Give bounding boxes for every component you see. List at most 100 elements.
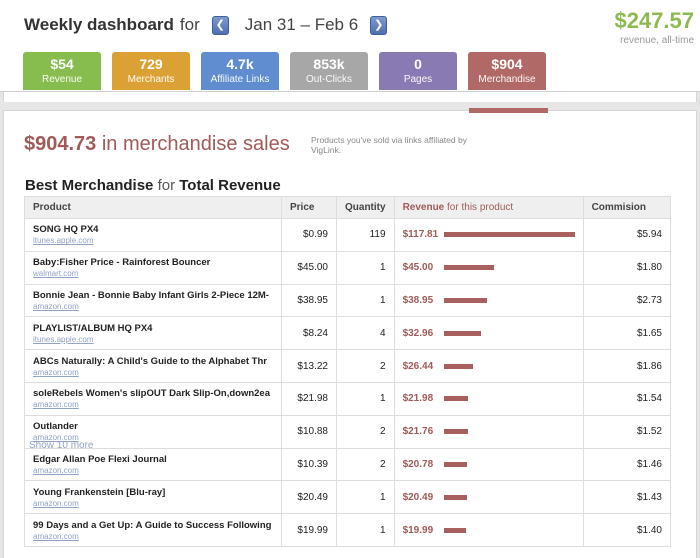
revenue-bar [443,265,494,271]
quantity-cell: 4 [336,316,395,351]
product-name: PLAYLIST/ALBUM HQ PX4 [33,322,153,334]
best-merchandise-title: Best Merchandise for Total Revenue [25,177,281,194]
revenue-bar [443,461,467,467]
product-domain-link[interactable]: amazon.com [33,433,79,443]
product-cell: 99 Days and a Get Up: A Guide to Success… [24,513,282,547]
stat-label: Out-Clicks [305,74,353,85]
product-domain-link[interactable]: amazon.com [33,498,79,508]
revenue-cell: $20.78 [393,447,584,482]
commission-cell: $1.54 [582,381,672,416]
revenue-amount: $45.00 [402,262,434,274]
chevron-right-icon: ❯ [374,18,384,31]
revenue-amount: $20.49 [402,491,434,503]
revenue-cell-content: $19.99 [403,525,575,536]
stat-value: 4.7k [226,56,254,72]
column-revenue-sub: for this product [447,202,514,213]
price-cell: $38.95 [281,283,337,318]
commission-cell: $1.52 [582,414,672,449]
product-name: SONG HQ PX4 [33,224,99,236]
product-domain-link[interactable]: amazon.com [33,400,79,410]
section-title-metric: Total Revenue [179,177,281,194]
revenue-amount: $26.44 [402,360,434,372]
revenue-cell: $19.99 [393,513,584,547]
product-name: Young Frankenstein [Blu-ray] [33,486,166,498]
price-cell: $21.98 [281,381,337,416]
product-name: soleRebels Women's slipOUT Dark Slip-On,… [33,388,270,400]
price-cell: $45.00 [281,250,337,285]
stat-value: 0 [414,56,422,72]
revenue-all-time: $247.57 revenue, all-time [614,8,694,46]
column-revenue-label: Revenue [402,202,445,213]
column-commission[interactable]: Commision [582,196,672,219]
product-cell: Edgar Allan Poe Flexi Journal amazon.com [24,447,282,482]
stat-tab-revenue[interactable]: $54 Revenue [23,52,101,90]
table-row: PLAYLIST/ALBUM HQ PX4 itunes.apple.com $8.… [24,316,672,351]
column-quantity[interactable]: Quantity [336,196,395,219]
column-product[interactable]: Product [24,196,282,219]
merchandise-sales-amount: $904.73 [24,133,97,155]
quantity-cell: 1 [336,480,395,515]
product-cell: ABCs Naturally: A Child's Guide to the A… [24,349,282,383]
price-cell: $13.22 [281,349,337,383]
table-header-row: Product Price Quantity Revenue for this … [24,196,672,219]
column-price[interactable]: Price [281,196,337,219]
column-revenue[interactable]: Revenue for this product [393,196,584,219]
stat-label: Merchandise [478,74,536,85]
commission-cell: $5.94 [582,218,672,252]
quantity-cell: 1 [336,250,395,285]
product-domain-link[interactable]: itunes.apple.com [33,236,94,246]
product-name: Outlander [33,421,78,433]
product-cell: soleRebels Women's slipOUT Dark Slip-On,… [24,381,282,416]
panel-gap [0,92,700,102]
revenue-cell-content: $26.44 [403,361,575,372]
commission-cell: $1.46 [582,447,672,482]
merchandise-panel: $904.73 in merchandise sales Products yo… [3,110,697,558]
table-row: Outlander amazon.com $10.88 2 $21.76 $1.52 [24,414,672,449]
revenue-amount: $21.76 [402,426,434,438]
stat-tab-merchandise[interactable]: $904 Merchandise [468,52,546,90]
product-name: Baby:Fisher Price - Rainforest Bouncer [33,257,211,269]
product-domain-link[interactable]: amazon.com [33,367,79,377]
merchandise-note: Products you've sold via links affiliate… [311,135,467,155]
quantity-cell: 2 [336,414,395,449]
table-row: soleRebels Women's slipOUT Dark Slip-On,… [24,381,672,416]
product-domain-link[interactable]: amazon.com [33,301,79,311]
prev-week-button[interactable]: ❮ [211,15,229,35]
commission-cell: $1.40 [582,513,672,547]
stat-tab-out-clicks[interactable]: 853k Out-Clicks [290,52,368,90]
show-more-link[interactable]: Show 10 more [29,440,94,451]
revenue-cell-content: $117.81 [403,229,575,240]
stat-value: 729 [139,56,163,72]
revenue-cell: $117.81 [393,218,584,252]
quantity-cell: 2 [336,349,395,383]
table-row: ABCs Naturally: A Child's Guide to the A… [24,349,672,383]
price-cell: $8.24 [281,316,337,351]
stat-tab-pages[interactable]: 0 Pages [379,52,457,90]
table-body: SONG HQ PX4 itunes.apple.com $0.99 119 $117.… [24,218,672,547]
product-cell: Young Frankenstein [Blu-ray] amazon.com [24,480,282,515]
stat-tabs: $54 Revenue 729 Merchants 4.7k Affiliate Link… [23,52,557,90]
product-domain-link[interactable]: walmart.com [33,269,79,279]
stat-tab-affiliate-links[interactable]: 4.7k Affiliate Links [201,52,279,90]
section-title-strong: Best Merchandise [25,177,154,194]
stat-label: Affiliate Links [210,74,270,85]
product-domain-link[interactable]: amazon.com [33,465,79,475]
table-row: Bonnie Jean - Bonnie Baby Infant Girls 2… [24,283,672,318]
next-week-button[interactable]: ❯ [370,15,388,35]
product-domain-link[interactable]: amazon.com [33,531,79,541]
revenue-bar [443,527,466,533]
revenue-cell: $45.00 [393,250,584,285]
revenue-cell: $26.44 [393,349,584,383]
product-domain-link[interactable]: itunes.apple.com [33,334,94,344]
table-row: 99 Days and a Get Up: A Guide to Success… [24,513,672,547]
price-cell: $19.99 [281,513,337,547]
revenue-bar [443,429,468,435]
panel-gap-shade [3,92,697,102]
revenue-cell-content: $38.95 [403,295,575,306]
stat-tab-merchants[interactable]: 729 Merchants [112,52,190,90]
product-name: Bonnie Jean - Bonnie Baby Infant Girls 2… [33,289,269,301]
revenue-amount: $32.96 [402,327,434,339]
commission-cell: $1.43 [582,480,672,515]
revenue-cell-content: $21.76 [403,426,575,437]
stat-label: Revenue [41,74,83,85]
